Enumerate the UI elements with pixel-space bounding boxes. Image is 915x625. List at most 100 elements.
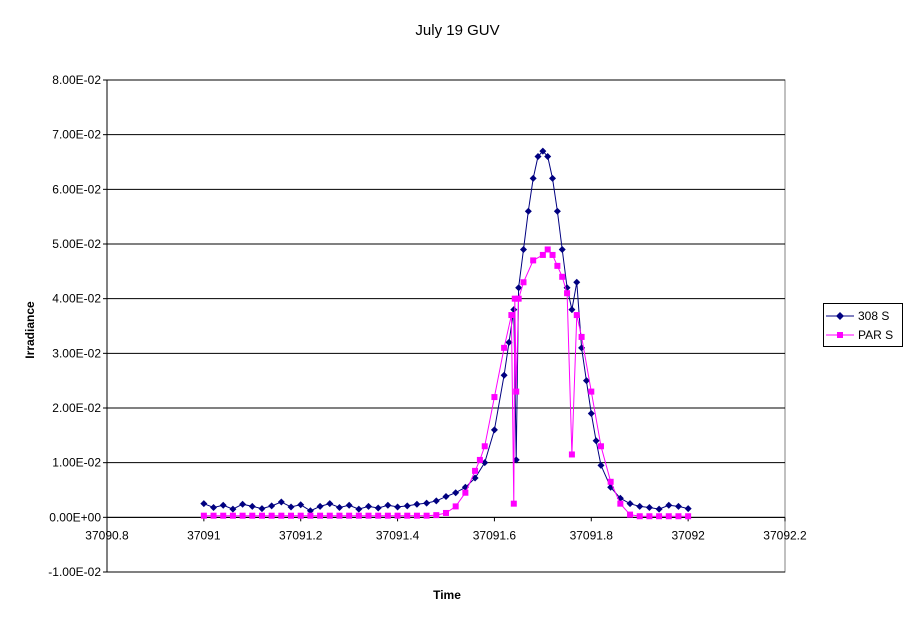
data-point xyxy=(413,512,420,519)
data-point xyxy=(539,251,546,258)
data-point xyxy=(462,489,469,496)
data-point xyxy=(490,426,498,434)
legend-item-308s: 308 S xyxy=(826,307,889,325)
data-point xyxy=(519,245,527,253)
data-point xyxy=(636,502,644,510)
data-point xyxy=(219,501,227,509)
data-point xyxy=(578,333,585,340)
x-tick-label: 37092.2 xyxy=(763,528,807,542)
x-tick-label: 37091.4 xyxy=(376,528,420,542)
data-point xyxy=(481,459,489,467)
data-point xyxy=(375,512,382,519)
data-point xyxy=(374,504,382,512)
legend: 308 S PAR S xyxy=(823,303,903,347)
data-point xyxy=(258,512,265,519)
data-point xyxy=(544,246,551,253)
data-point xyxy=(515,295,522,302)
data-point xyxy=(500,371,508,379)
data-point xyxy=(432,497,440,505)
data-point xyxy=(346,512,353,519)
series-0 xyxy=(200,147,692,515)
data-point xyxy=(607,478,614,485)
data-point xyxy=(452,503,459,510)
data-point xyxy=(384,512,391,519)
data-point xyxy=(326,500,334,508)
data-point xyxy=(511,295,518,302)
data-point xyxy=(554,262,561,269)
y-tick-label: 5.00E-02 xyxy=(52,237,101,251)
data-point xyxy=(297,501,305,509)
data-point xyxy=(524,207,532,215)
data-point xyxy=(674,502,682,510)
data-point xyxy=(384,501,392,509)
legend-item-pars: PAR S xyxy=(826,326,893,344)
data-point xyxy=(529,174,537,182)
data-point xyxy=(510,500,517,507)
data-point xyxy=(403,502,411,510)
data-point xyxy=(617,500,624,507)
data-point xyxy=(278,512,285,519)
data-point xyxy=(268,502,276,510)
data-point xyxy=(501,344,508,351)
y-tick-label: 7.00E-02 xyxy=(52,128,101,142)
data-point xyxy=(558,245,566,253)
data-point xyxy=(588,388,595,395)
plot-area xyxy=(106,79,786,573)
x-tick-label: 37090.8 xyxy=(85,528,129,542)
data-point xyxy=(345,501,353,509)
data-point xyxy=(336,512,343,519)
data-point xyxy=(655,505,663,513)
data-point xyxy=(268,512,275,519)
data-point xyxy=(258,505,266,513)
y-tick-label: 6.00E-02 xyxy=(52,182,101,196)
data-point xyxy=(513,388,520,395)
data-point xyxy=(553,207,561,215)
data-point xyxy=(423,499,431,507)
data-point xyxy=(626,500,634,508)
data-point xyxy=(306,507,314,515)
data-point xyxy=(636,513,643,520)
data-point xyxy=(685,513,692,520)
x-axis-label: Time xyxy=(433,588,461,602)
series-layer xyxy=(200,147,692,520)
y-tick-label: 2.00E-02 xyxy=(52,401,101,415)
data-point xyxy=(534,153,542,161)
data-point xyxy=(573,312,580,319)
data-point xyxy=(587,409,595,417)
plot-frame xyxy=(106,79,786,573)
data-point xyxy=(645,503,653,511)
y-tick-label: 0.00E+00 xyxy=(49,510,101,524)
y-axis-label: Irradiance xyxy=(23,301,37,359)
x-tick-label: 37091.6 xyxy=(473,528,517,542)
data-point xyxy=(355,505,363,513)
data-point xyxy=(582,377,590,385)
data-point xyxy=(665,501,673,509)
legend-label-308s: 308 S xyxy=(858,309,890,323)
legend-label-pars: PAR S xyxy=(858,328,894,342)
tick-labels: -1.00E-02 0.00E+00 1.00E-02 2.00E-02 3.00E-0… xyxy=(48,73,807,579)
data-point xyxy=(229,512,236,519)
data-point xyxy=(287,503,295,511)
data-point xyxy=(288,512,295,519)
data-point xyxy=(481,443,488,450)
data-point xyxy=(684,505,692,513)
data-point xyxy=(200,512,207,519)
data-point xyxy=(597,461,605,469)
data-point xyxy=(394,503,402,511)
y-tick-label: 3.00E-02 xyxy=(52,346,101,360)
data-point xyxy=(404,512,411,519)
data-point xyxy=(568,306,576,314)
data-point xyxy=(573,278,581,286)
data-point xyxy=(423,512,430,519)
data-point xyxy=(656,513,663,520)
data-point xyxy=(307,512,314,519)
data-point xyxy=(508,312,515,319)
gridlines xyxy=(107,79,785,573)
x-tick-label: 37092 xyxy=(671,528,705,542)
data-point xyxy=(597,443,604,450)
data-point xyxy=(646,513,653,520)
y-tick-label: 4.00E-02 xyxy=(52,292,101,306)
data-point xyxy=(365,512,372,519)
data-point xyxy=(559,273,566,280)
